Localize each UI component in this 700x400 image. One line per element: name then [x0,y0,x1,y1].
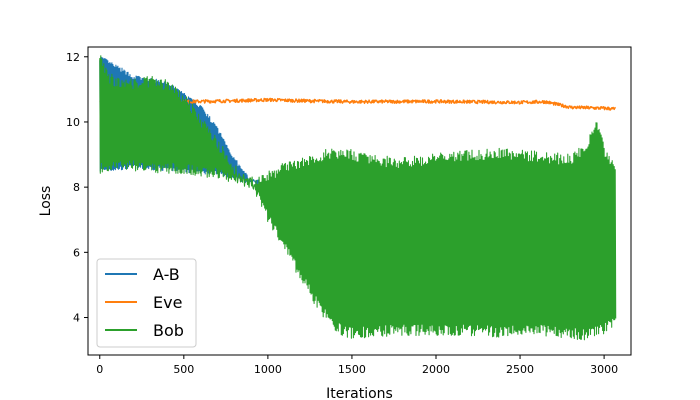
y-tick-label: 12 [66,51,80,64]
legend-item: Bob [105,321,184,340]
x-axis-label: Iterations [326,386,393,400]
y-tick-label: 4 [73,312,80,325]
x-tick-label: 3000 [590,363,618,376]
series-line [99,55,617,341]
legend-item: Eve [105,293,182,312]
legend-label: Bob [153,321,184,340]
x-tick-label: 1500 [338,363,366,376]
y-tick-label: 6 [73,246,80,259]
legend-label: A-B [153,265,180,284]
x-axis: 0 500 1000 1500 2000 2500 3000 [96,355,618,376]
x-tick-label: 1000 [254,363,282,376]
x-tick-label: 2500 [506,363,534,376]
y-axis: 4 6 8 10 12 [66,51,88,325]
y-axis-label: Loss [38,186,54,217]
series-bob [99,55,617,341]
legend-item: A-B [105,265,180,284]
y-tick-label: 10 [66,116,80,129]
y-tick-label: 8 [73,181,80,194]
x-tick-label: 0 [96,363,103,376]
x-tick-label: 2000 [422,363,450,376]
legend-label: Eve [153,293,182,312]
plot-area [99,55,617,341]
legend-box [96,258,197,348]
x-tick-label: 500 [173,363,194,376]
plot-frame [87,46,632,356]
legend: A-B Eve Bob [96,258,197,348]
